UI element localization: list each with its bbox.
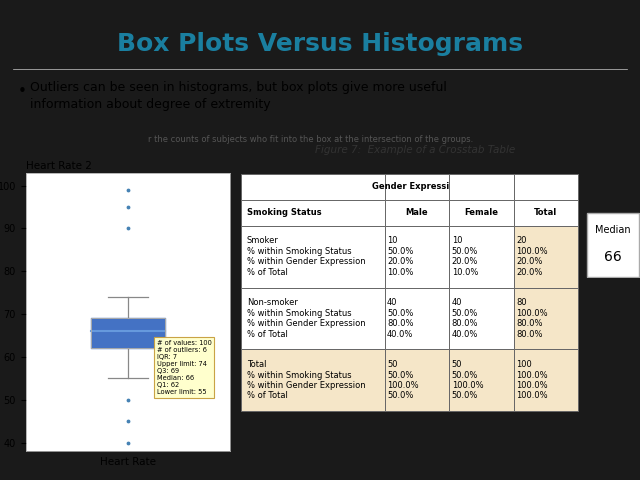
Text: Box Plots Versus Histograms: Box Plots Versus Histograms — [117, 32, 523, 56]
Text: Figure 7:  Example of a Crosstab Table: Figure 7: Example of a Crosstab Table — [315, 144, 515, 155]
Text: 66: 66 — [604, 250, 621, 264]
Text: Median: Median — [595, 225, 630, 235]
Text: r the counts of subjects who fit into the box at the intersection of the groups.: r the counts of subjects who fit into th… — [148, 134, 473, 144]
Text: Heart Rate 2: Heart Rate 2 — [26, 161, 92, 170]
FancyBboxPatch shape — [587, 213, 639, 277]
Text: •: • — [18, 84, 27, 99]
Text: Outliers can be seen in histograms, but box plots give more useful
information a: Outliers can be seen in histograms, but … — [30, 82, 447, 111]
X-axis label: Heart Rate: Heart Rate — [100, 457, 156, 467]
Text: # of values: 100
# of outliers: 6
IQR: 7
Upper limit: 74
Q3: 69
Median: 66
Q1: 6: # of values: 100 # of outliers: 6 IQR: 7… — [157, 340, 212, 395]
